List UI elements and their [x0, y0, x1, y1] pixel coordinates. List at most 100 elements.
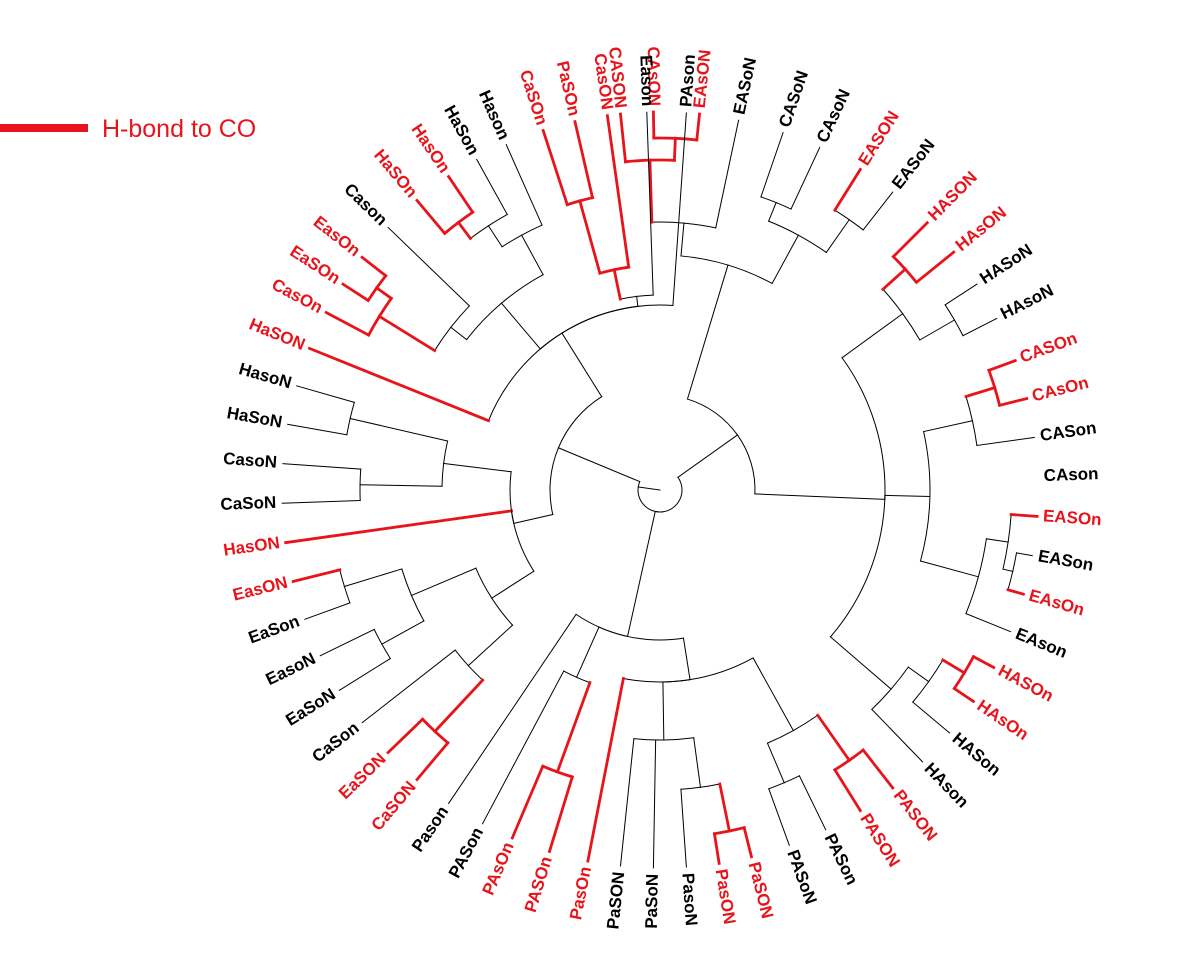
tree-branch	[790, 146, 821, 210]
leaf-label: EasON	[231, 573, 290, 605]
tree-branch	[586, 712, 619, 863]
leaf-label: PaSoN	[642, 874, 662, 929]
tree-branch	[768, 782, 785, 790]
tree-branch	[619, 295, 638, 300]
tree-branch	[962, 654, 976, 675]
tree-branch	[557, 396, 603, 449]
tree-branch	[467, 664, 484, 681]
tree-branch	[307, 346, 472, 416]
tree-branch	[727, 264, 773, 285]
tree-branch	[381, 643, 392, 660]
leaf-label: Cason	[340, 180, 391, 230]
tree-branch	[923, 420, 974, 433]
tree-branch	[976, 436, 1035, 447]
tree-branch	[443, 440, 449, 464]
leaf-label: PaSON	[745, 860, 777, 921]
leaf-label: EaSon	[246, 611, 302, 647]
tree-branch	[825, 218, 850, 254]
tree-branch	[952, 686, 976, 704]
tree-branch	[689, 657, 754, 681]
tree-branch	[359, 484, 443, 487]
tree-branch	[410, 567, 477, 597]
leaf-label: PASON	[890, 786, 941, 844]
tree-branch	[832, 758, 852, 772]
tree-branch	[349, 401, 355, 420]
leaf-labels: CASON CAsON EAsON EASoN CASoN CAsoN EASONEASoN…	[220, 46, 1102, 930]
leaf-label: PasOn	[566, 865, 595, 921]
tree-branch	[891, 220, 930, 259]
tree-branch	[871, 688, 892, 711]
tree-branch	[339, 569, 346, 588]
tree-branch	[771, 234, 800, 285]
tree-branch	[505, 144, 543, 226]
tree-branch	[1015, 552, 1033, 557]
tree-branch	[442, 220, 461, 236]
tree-branch	[346, 417, 351, 436]
tree-branch	[456, 220, 473, 241]
tree-branch	[575, 626, 600, 678]
tree-branch	[324, 310, 371, 337]
tree-branch	[487, 225, 503, 248]
tree-branch	[767, 201, 777, 222]
tree-branch	[880, 267, 908, 292]
tree-branch	[953, 319, 964, 337]
tree-branch	[891, 254, 908, 272]
leaf-label: EasoN	[263, 649, 319, 689]
tree-branch	[432, 678, 485, 734]
leaf-label: PASON	[856, 810, 903, 870]
tree-branch	[923, 430, 931, 497]
leaf-label: EaSOn	[287, 242, 344, 288]
tree-branch	[343, 568, 403, 588]
tree-branch	[965, 576, 979, 615]
leaf-label: EASon	[1037, 546, 1095, 574]
tree-branch	[520, 224, 543, 236]
tree-branch	[695, 112, 702, 142]
tree-branch	[291, 568, 342, 584]
leaf-label: EaSON	[335, 749, 390, 803]
tree-branch	[907, 666, 930, 683]
tree-branch	[377, 314, 437, 353]
tree-branch	[377, 296, 394, 319]
tree-branch	[1012, 552, 1018, 573]
tree-branch	[1007, 570, 1014, 591]
tree-branch	[662, 681, 665, 741]
tree-branch	[605, 114, 631, 269]
leaf-label: Eason	[636, 55, 657, 107]
tree-branch	[501, 234, 523, 248]
leaf-label: HAsOn	[974, 696, 1032, 744]
tree-branch	[487, 332, 563, 422]
tree-branch	[912, 680, 930, 703]
leaf-label: CASOn	[1017, 328, 1079, 366]
tree-branch	[456, 210, 475, 225]
tree-branch	[987, 358, 1017, 373]
tree-branch	[446, 174, 475, 215]
leaf-label: HAson	[921, 759, 973, 812]
tree-branch	[549, 447, 560, 516]
tree-branch	[575, 676, 591, 684]
tree-branch	[555, 770, 575, 779]
tree-branch	[509, 471, 515, 525]
tree-branch	[481, 670, 565, 825]
tree-branch	[401, 568, 413, 597]
tree-branch	[561, 332, 603, 398]
tree-branch	[623, 158, 652, 164]
tree-branch	[541, 128, 570, 207]
tree-branch	[760, 196, 777, 204]
tree-branch	[366, 285, 379, 303]
tree-branch	[454, 649, 470, 667]
leaf-label: EASON	[855, 107, 903, 168]
tree-branch	[633, 738, 665, 741]
leaf-label: HaSon	[440, 102, 483, 158]
tree-branch	[832, 767, 863, 813]
tree-branch	[919, 495, 931, 562]
tree-branch	[919, 319, 956, 341]
leaf-label: HaSON	[246, 314, 307, 354]
tree-branch	[992, 385, 1002, 408]
tree-branch	[914, 250, 956, 285]
tree-branch	[510, 764, 545, 840]
tree-branch	[648, 158, 654, 224]
tree-branch	[712, 832, 721, 865]
tree-branch	[798, 775, 827, 831]
tree-branch	[766, 742, 785, 784]
tree-branch	[387, 226, 471, 307]
